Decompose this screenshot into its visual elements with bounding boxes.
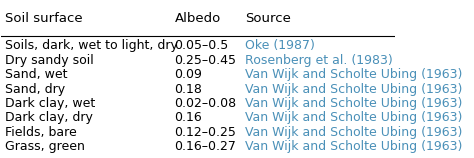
Text: Dry sandy soil: Dry sandy soil (5, 54, 94, 67)
Text: 0.12–0.25: 0.12–0.25 (174, 126, 237, 139)
Text: Soils, dark, wet to light, dry: Soils, dark, wet to light, dry (5, 39, 178, 52)
Text: Van Wijk and Scholte Ubing (1963): Van Wijk and Scholte Ubing (1963) (246, 111, 463, 124)
Text: Van Wijk and Scholte Ubing (1963): Van Wijk and Scholte Ubing (1963) (246, 126, 463, 139)
Text: Source: Source (246, 12, 291, 25)
Text: Oke (1987): Oke (1987) (246, 39, 315, 52)
Text: 0.09: 0.09 (174, 68, 202, 81)
Text: Van Wijk and Scholte Ubing (1963): Van Wijk and Scholte Ubing (1963) (246, 97, 463, 110)
Text: 0.02–0.08: 0.02–0.08 (174, 97, 237, 110)
Text: Dark clay, dry: Dark clay, dry (5, 111, 93, 124)
Text: Van Wijk and Scholte Ubing (1963): Van Wijk and Scholte Ubing (1963) (246, 68, 463, 81)
Text: Van Wijk and Scholte Ubing (1963): Van Wijk and Scholte Ubing (1963) (246, 82, 463, 96)
Text: Soil surface: Soil surface (5, 12, 83, 25)
Text: Sand, wet: Sand, wet (5, 68, 68, 81)
Text: Rosenberg et al. (1983): Rosenberg et al. (1983) (246, 54, 393, 67)
Text: Van Wijk and Scholte Ubing (1963): Van Wijk and Scholte Ubing (1963) (246, 140, 463, 153)
Text: Sand, dry: Sand, dry (5, 82, 65, 96)
Text: 0.18: 0.18 (174, 82, 202, 96)
Text: 0.16: 0.16 (174, 111, 202, 124)
Text: Fields, bare: Fields, bare (5, 126, 77, 139)
Text: Albedo: Albedo (174, 12, 221, 25)
Text: 0.16–0.27: 0.16–0.27 (174, 140, 237, 153)
Text: Grass, green: Grass, green (5, 140, 85, 153)
Text: 0.05–0.5: 0.05–0.5 (174, 39, 229, 52)
Text: Dark clay, wet: Dark clay, wet (5, 97, 96, 110)
Text: 0.25–0.45: 0.25–0.45 (174, 54, 237, 67)
